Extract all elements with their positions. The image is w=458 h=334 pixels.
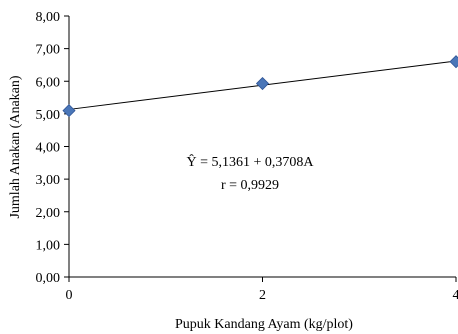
y-tick-label: 0,00 xyxy=(36,271,61,286)
x-tick-label: 4 xyxy=(453,288,458,303)
y-axis-ticks: 0,00 1,00 2,00 3,00 4,00 5,00 6,00 7,00 8,00 xyxy=(36,10,69,286)
regression-equation: Ŷ = 5,1361 + 0,3708A xyxy=(186,153,314,170)
y-tick-label: 6,00 xyxy=(36,75,61,90)
y-tick-label: 7,00 xyxy=(36,43,61,58)
data-points xyxy=(62,55,458,118)
x-tick-label: 0 xyxy=(66,288,73,303)
x-axis-title: Pupuk Kandang Ayam (kg/plot) xyxy=(175,317,353,332)
y-tick-label: 2,00 xyxy=(36,206,61,221)
data-point-diamond xyxy=(449,55,458,69)
data-point-diamond xyxy=(62,104,76,118)
y-axis-title: Jumlah Anakan (Anakan) xyxy=(8,75,23,218)
data-point-diamond xyxy=(255,76,270,91)
y-tick-label: 3,00 xyxy=(36,173,61,188)
y-tick-label: 1,00 xyxy=(36,238,61,253)
y-tick-label: 4,00 xyxy=(36,141,61,156)
y-tick-label: 8,00 xyxy=(36,10,61,25)
x-tick-label: 2 xyxy=(259,288,266,303)
x-axis-ticks: 0 2 4 xyxy=(66,277,458,303)
y-tick-label: 5,00 xyxy=(36,108,61,123)
correlation-value: r = 0,9929 xyxy=(221,178,279,193)
